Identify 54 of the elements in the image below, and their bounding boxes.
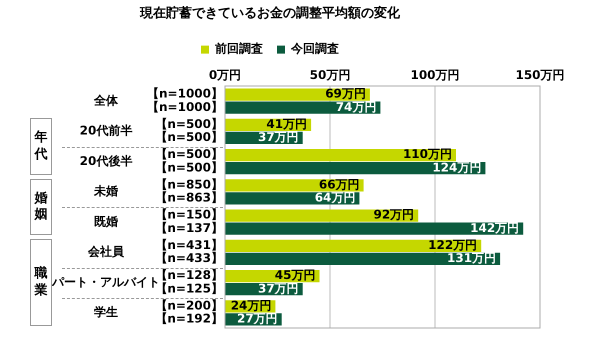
data-label: 92万円 [373,208,414,222]
text: 【n=850】 [155,177,223,192]
y-tick-label: 20代後半 [80,154,132,168]
group-frame: 職業 [30,239,52,326]
group-frame: 年代 [30,118,52,175]
text: 【n=500】 [155,130,223,144]
y-tick-label: 会社員 [87,244,125,258]
data-label: 124万円 [432,160,482,174]
text: 【n=431】 [155,238,223,252]
text: 【n=1000】 [147,86,223,101]
data-label: 37万円 [258,281,299,296]
x-tick-label: 100万円 [410,68,460,82]
bar [226,222,524,235]
text: 【n=433】 [155,251,223,266]
text: 【n=192】 [155,312,223,326]
data-label: 37万円 [258,130,299,144]
text: 【n=1000】 [147,100,223,114]
legend-label: 今回調査 [290,42,339,56]
data-label: 131万円 [447,251,496,266]
x-tick-label: 0万円 [208,68,242,82]
bar [226,162,486,174]
text: 【n=200】 [155,298,223,312]
legend-label: 前回調査 [214,42,263,56]
text: 【n=150】 [155,208,223,222]
y-tick-label: 全体 [93,93,119,108]
bar [226,101,380,114]
data-label: 74万円 [336,100,376,114]
data-label: 41万円 [266,116,308,131]
data-label: 110万円 [402,147,452,162]
x-tick-label: 50万円 [310,68,350,82]
text: 【n=863】 [155,190,223,205]
bar [226,252,500,266]
bar [226,148,456,162]
text: 【n=500】 [155,160,223,174]
data-label: 45万円 [274,268,316,282]
data-label: 66万円 [318,177,360,192]
data-label: 24万円 [230,298,272,312]
y-tick-label: 学生 [94,305,118,319]
text: 【n=137】 [155,220,223,235]
text: 【n=500】 [155,147,223,162]
data-label: 122万円 [428,238,478,252]
chart-title: 現在貯蓄できているお金の調整平均額の変化 [139,5,401,22]
data-label: 64万円 [314,190,356,205]
bar [226,240,482,252]
group-frame: 婚姻 [30,178,52,236]
y-tick-label: 未婚 [93,184,118,198]
y-tick-label: 既婚 [94,214,118,228]
data-label: 142万円 [470,220,520,235]
x-tick-label: 150万円 [515,68,565,82]
text: 【n=500】 [155,116,223,131]
data-label: 27万円 [236,312,278,326]
data-label: 69万円 [325,86,366,101]
bar [226,209,418,222]
y-tick-label: 20代前半 [80,124,132,138]
